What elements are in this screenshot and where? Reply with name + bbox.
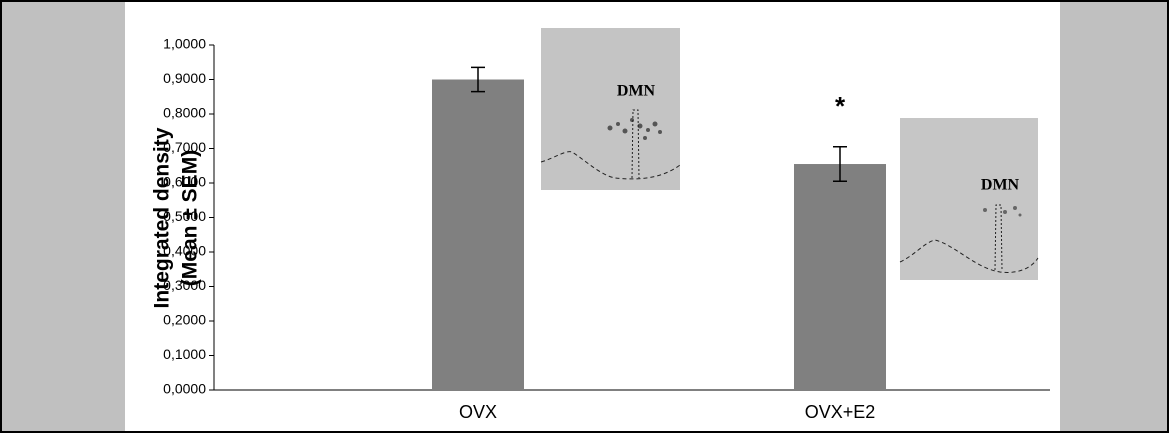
- y-tick-label: 0,9000: [163, 70, 206, 86]
- y-tick-label: 0,5000: [163, 208, 206, 224]
- side-panel: [0, 0, 125, 433]
- y-tick-label: 0,0000: [163, 381, 206, 397]
- x-tick-label: OVX: [459, 402, 497, 422]
- side-panel: [1060, 0, 1169, 433]
- inset-image: DMN: [900, 118, 1038, 280]
- y-tick-label: 0,6000: [163, 174, 206, 190]
- annotation: *: [835, 91, 846, 121]
- y-tick-label: 0,1000: [163, 346, 206, 362]
- micrograph: [541, 28, 680, 190]
- x-tick-label: OVX+E2: [805, 402, 876, 422]
- inset-label: DMN: [981, 177, 1020, 194]
- bar: [794, 164, 886, 390]
- chart: Integrated density (Mean ± SEM) DMN DMN …: [0, 0, 1169, 433]
- y-tick-label: 0,7000: [163, 139, 206, 155]
- bar: [432, 80, 524, 391]
- inset-label: DMN: [617, 83, 656, 100]
- micrograph: [900, 118, 1038, 280]
- y-tick-label: 0,2000: [163, 312, 206, 328]
- y-tick-label: 0,3000: [163, 277, 206, 293]
- inset-image: DMN: [541, 28, 680, 190]
- y-tick-label: 0,8000: [163, 105, 206, 121]
- y-tick-label: 0,4000: [163, 243, 206, 259]
- y-tick-label: 1,0000: [163, 36, 206, 52]
